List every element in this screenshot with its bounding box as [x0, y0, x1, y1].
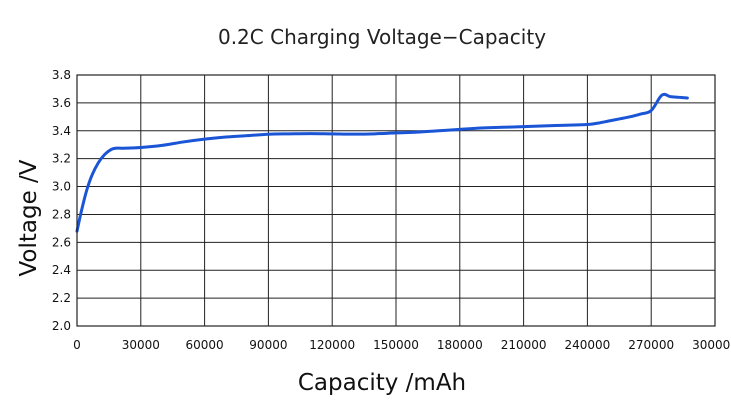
y-tick-label: 2.4 [52, 263, 71, 277]
x-tick-label: 180000 [437, 338, 483, 352]
y-tick-label: 2.0 [52, 319, 71, 333]
x-tick-label: 120000 [309, 338, 355, 352]
y-tick-label: 2.8 [52, 207, 71, 221]
y-tick-label: 2.6 [52, 235, 71, 249]
x-tick-label: 270000 [628, 338, 674, 352]
series-line-0 [75, 92, 689, 233]
plot-frame [76, 74, 716, 327]
grid [76, 74, 716, 327]
x-tick-label: 0 [73, 338, 81, 352]
y-tick-label: 3.8 [52, 68, 71, 82]
y-tick-label: 3.0 [52, 180, 71, 194]
x-tick-label: 300000 [692, 338, 731, 352]
x-tick-label: 150000 [373, 338, 419, 352]
y-tick-label: 3.2 [52, 152, 71, 166]
y-axis-label: Voltage /V [16, 159, 42, 276]
series-layer [75, 92, 689, 233]
y-tick-label: 2.2 [52, 291, 71, 305]
x-tick-label: 60000 [186, 338, 224, 352]
x-tick-label: 30000 [122, 338, 160, 352]
chart-title: 0.2C Charging Voltage−Capacity [218, 25, 546, 49]
tick-labels: 0 30000 60000 90000 120000 150000 180000 210000… [52, 68, 731, 352]
x-tick-label: 90000 [249, 338, 287, 352]
y-tick-label: 3.4 [52, 124, 71, 138]
y-tick-label: 3.6 [52, 96, 71, 110]
x-axis-label: Capacity /mAh [298, 370, 466, 396]
x-tick-label: 240000 [564, 338, 610, 352]
x-tick-label: 210000 [501, 338, 547, 352]
